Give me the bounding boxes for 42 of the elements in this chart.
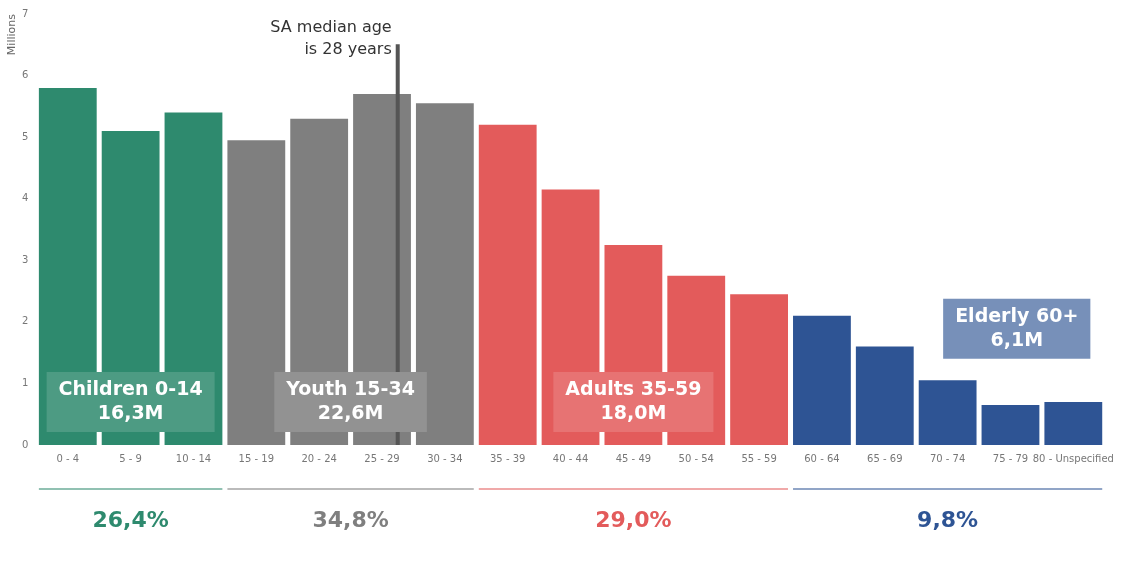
x-tick-label: 30 - 34 — [427, 452, 463, 464]
x-tick-label: 80 - Unspecified — [1032, 452, 1114, 464]
x-tick-label: 50 - 54 — [678, 452, 714, 464]
x-tick-label: 40 - 44 — [552, 452, 589, 464]
x-tick-label: 10 - 14 — [175, 452, 212, 464]
x-tick-label: 5 - 9 — [119, 452, 142, 464]
x-tick-label: 75 - 79 — [992, 452, 1029, 464]
annotation: Youth 15-34 22,6M — [285, 376, 415, 423]
x-tick-label: 45 - 49 — [615, 452, 652, 464]
x-tick-label: 0 - 4 — [56, 452, 80, 464]
text: 34,8% — [312, 506, 389, 532]
ref-line-label: SA median age is 28 years — [270, 17, 392, 59]
x-tick-label: 25 - 29 — [364, 452, 400, 464]
bar — [855, 346, 914, 445]
x-tick-label: 55 - 59 — [741, 452, 777, 464]
y-tick-label: 3 — [21, 253, 29, 265]
y-tick-label: 6 — [21, 69, 29, 81]
bar — [793, 315, 851, 445]
x-tick-label: 70 - 74 — [929, 452, 966, 464]
y-tick-label: 5 — [21, 130, 29, 142]
bar — [918, 380, 977, 445]
x-tick-label: 15 - 19 — [238, 452, 275, 464]
text: 26,4% — [92, 506, 169, 532]
text: 29,0% — [595, 506, 672, 532]
bar — [478, 124, 537, 445]
annotation: Adults 35-59 18,0M — [565, 376, 702, 423]
x-tick-label: 20 - 24 — [301, 452, 337, 464]
bar — [981, 404, 1040, 445]
x-tick-label: 35 - 39 — [489, 452, 526, 464]
x-tick-label: 65 - 69 — [867, 452, 903, 464]
text: 9,8% — [917, 506, 979, 532]
y-tick-label: 2 — [21, 315, 29, 327]
y-tick-label: 7 — [21, 7, 29, 19]
y-tick-label: 1 — [21, 377, 29, 389]
bar — [1044, 401, 1103, 445]
bar — [730, 294, 788, 445]
annotation: Elderly 60+ 6,1M — [955, 303, 1079, 350]
y-tick-label: 4 — [21, 192, 29, 204]
annotation: Children 0-14 16,3M — [58, 376, 203, 423]
x-tick-label: 60 - 64 — [804, 452, 840, 464]
y-axis-title: Millions — [4, 13, 18, 56]
y-tick-label: 0 — [21, 438, 29, 450]
